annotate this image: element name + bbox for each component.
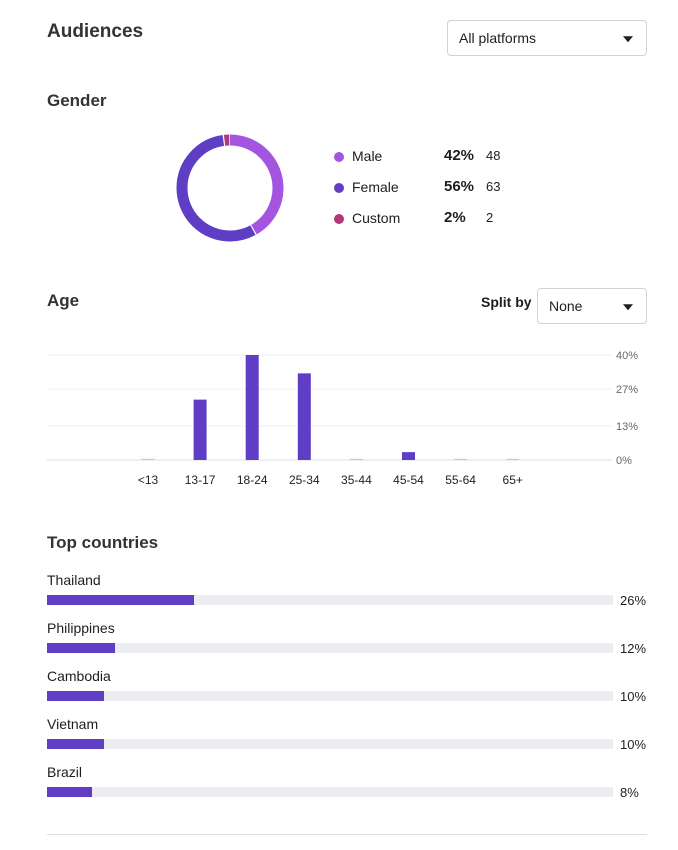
y-tick-label: 13% — [616, 421, 638, 433]
age-bar — [454, 458, 468, 460]
age-bar-chart: 40% 27% 13% 0% <13 13-17 18-24 25-34 35-44 45-54 5… — [47, 350, 638, 487]
legend-percent: 56% — [444, 178, 475, 195]
country-bar-track — [47, 691, 613, 701]
split-by-label: Split by — [481, 294, 532, 310]
page-title: Audiences — [47, 21, 144, 42]
y-tick-label: 40% — [616, 350, 638, 362]
legend-label: Custom — [352, 210, 401, 226]
country-name: Brazil — [47, 764, 83, 780]
chevron-down-icon — [623, 304, 633, 311]
x-tick-label: 65+ — [503, 473, 523, 487]
split-by-select[interactable]: None — [537, 288, 647, 324]
country-bar-fill — [47, 739, 104, 749]
country-percent: 26% — [620, 593, 647, 608]
country-bar-track — [47, 739, 613, 749]
country-bar-fill — [47, 691, 104, 701]
female-dot-icon — [334, 183, 344, 193]
country-percent: 8% — [620, 785, 639, 800]
country-bar-fill — [47, 643, 115, 653]
legend-count: 63 — [486, 179, 501, 194]
country-name: Vietnam — [47, 716, 99, 732]
countries-section-title: Top countries — [47, 533, 159, 552]
country-bar-track — [47, 595, 613, 605]
chevron-down-icon — [623, 36, 633, 43]
x-tick-label: 13-17 — [185, 473, 216, 487]
age-bar — [245, 355, 259, 460]
age-bar — [193, 399, 207, 460]
country-name: Philippines — [47, 620, 115, 636]
country-name: Thailand — [47, 572, 101, 588]
legend-label: Female — [352, 179, 399, 195]
donut-slice-female — [176, 134, 284, 242]
country-bar-fill — [47, 787, 93, 797]
x-tick-label: 45-54 — [393, 473, 424, 487]
age-bar — [141, 458, 155, 460]
age-bar — [349, 458, 363, 460]
x-tick-label: 55-64 — [445, 473, 476, 487]
legend-count: 48 — [486, 148, 501, 163]
split-by-select-value: None — [549, 298, 583, 314]
age-bar — [297, 373, 311, 460]
donut-slice-male — [176, 134, 284, 242]
country-percent: 12% — [620, 641, 647, 656]
country-bar-track — [47, 643, 613, 653]
legend-label: Male — [352, 148, 383, 164]
gender-donut-chart — [176, 134, 284, 242]
x-tick-label: <13 — [138, 473, 159, 487]
x-tick-label: 25-34 — [289, 473, 320, 487]
age-bar — [402, 452, 415, 460]
gender-section-title: Gender — [47, 91, 107, 110]
age-bar — [506, 458, 520, 460]
age-section-title: Age — [47, 291, 80, 310]
y-tick-label: 27% — [616, 384, 638, 396]
x-tick-label: 18-24 — [237, 473, 268, 487]
x-tick-label: 35-44 — [341, 473, 372, 487]
male-dot-icon — [334, 152, 344, 162]
country-percent: 10% — [620, 737, 647, 752]
country-percent: 10% — [620, 689, 647, 704]
y-tick-label: 0% — [616, 455, 632, 467]
platform-select-value: All platforms — [459, 30, 537, 46]
platform-select[interactable]: All platforms — [447, 20, 647, 56]
country-bar-track — [47, 787, 613, 797]
legend-count: 2 — [486, 210, 494, 225]
country-name: Cambodia — [47, 668, 111, 684]
legend-percent: 42% — [444, 147, 475, 164]
custom-dot-icon — [334, 214, 344, 224]
country-bar-fill — [47, 595, 195, 605]
legend-percent: 2% — [444, 209, 466, 226]
section-divider — [47, 834, 647, 835]
